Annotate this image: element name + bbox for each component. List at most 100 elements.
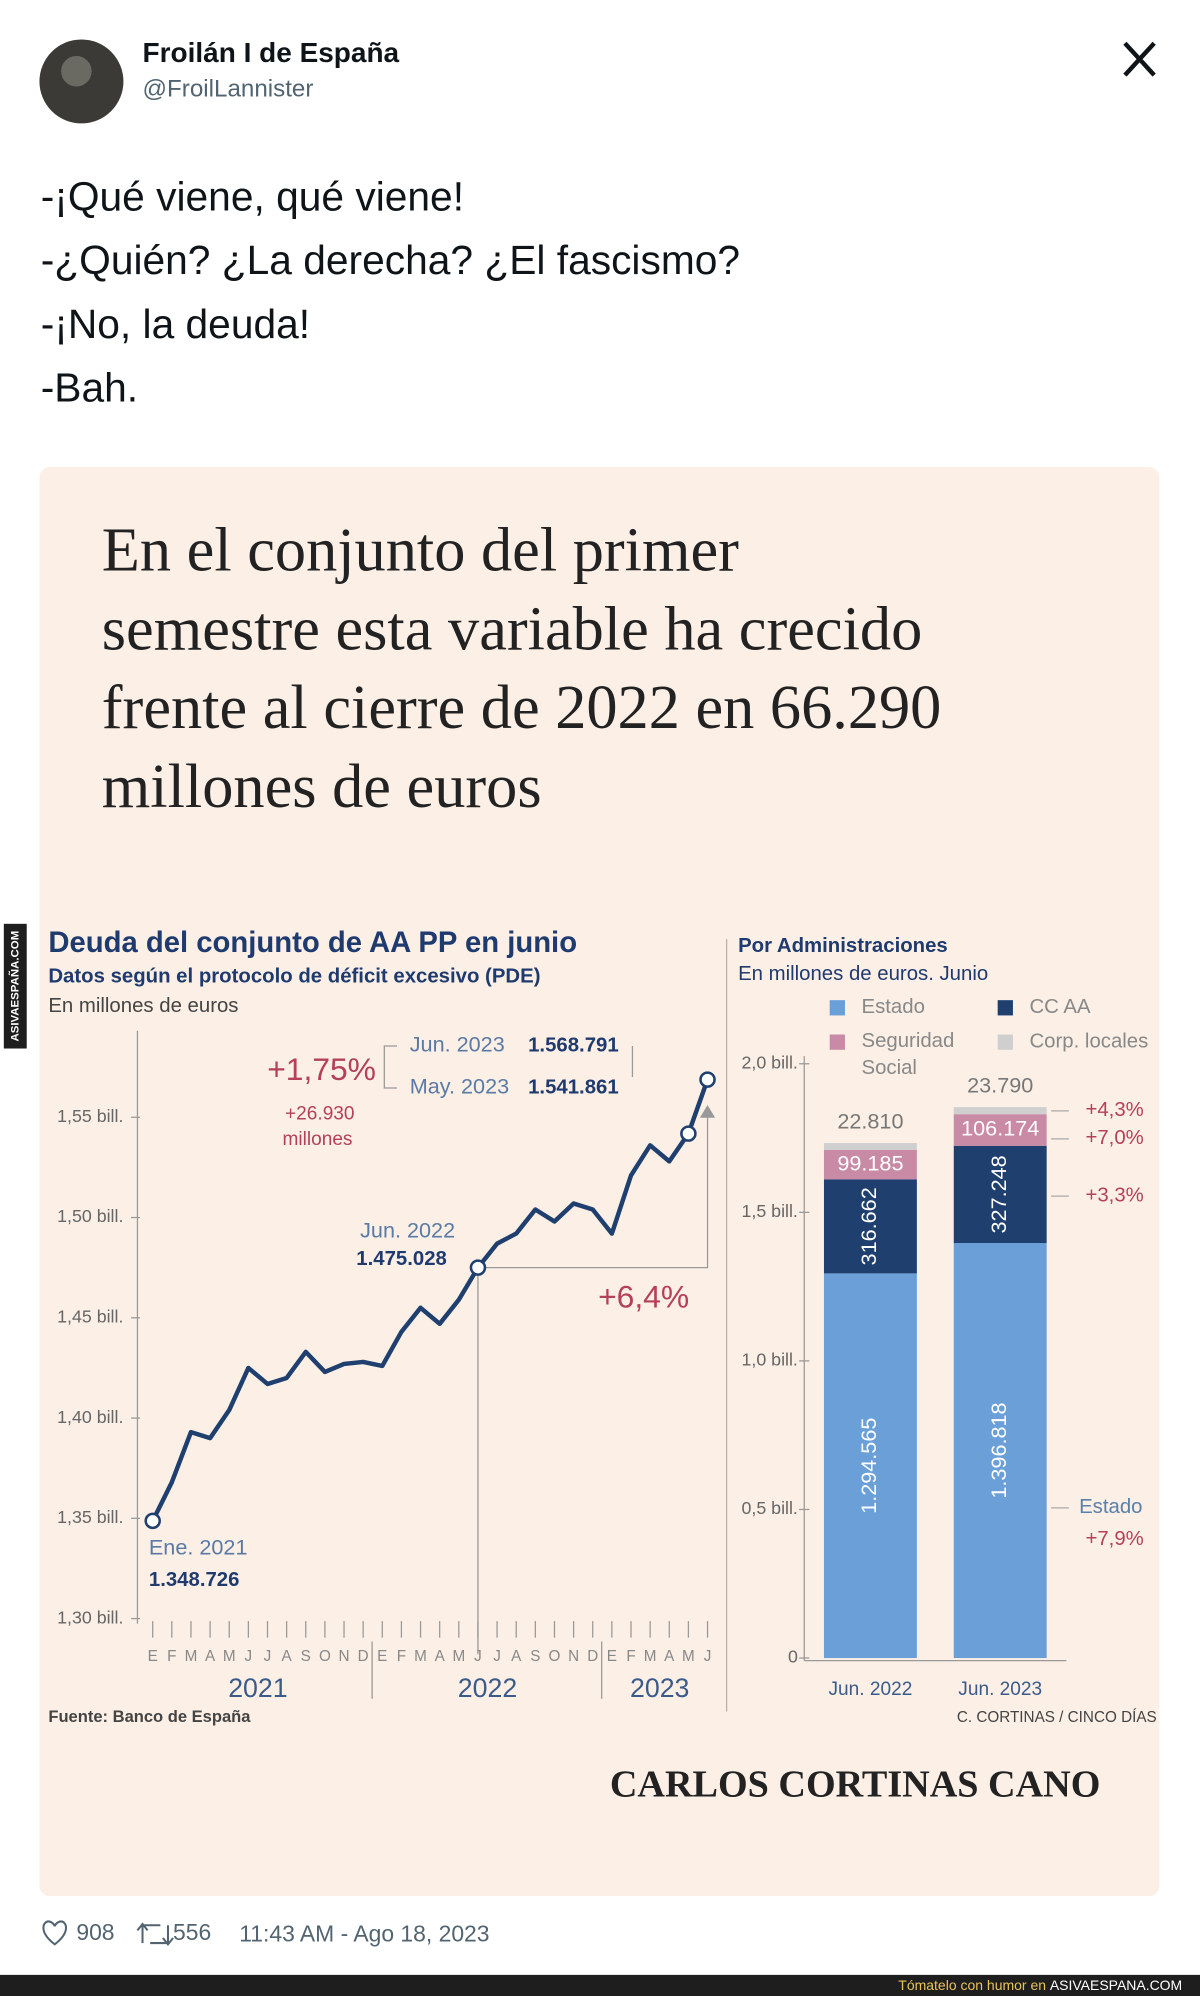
value-label: 106.174 <box>961 1116 1039 1141</box>
chart-units: En millones de euros <box>48 995 238 1017</box>
x-tick-label: F <box>167 1648 176 1665</box>
highlight-point <box>144 1512 161 1530</box>
x-tick-label: A <box>282 1648 293 1665</box>
byline: CARLOS CORTINAS CANO <box>610 1764 1101 1806</box>
x-tick-label: O <box>549 1648 561 1665</box>
legend-swatch <box>829 1000 845 1016</box>
x-tick-label: F <box>626 1648 635 1665</box>
timestamp[interactable]: 11:43 AM - Ago 18, 2023 <box>239 1920 489 1946</box>
value-label: 99.185 <box>837 1150 903 1175</box>
tweet-text-line: -¡No, la deuda! <box>41 301 310 347</box>
x-tick-label: D <box>587 1648 598 1665</box>
value-label: 1.541.861 <box>528 1076 619 1098</box>
author-name[interactable]: Froilán I de España <box>143 37 400 68</box>
annotation: +7,0% <box>1085 1127 1143 1149</box>
highlight-point <box>699 1071 716 1088</box>
like-count[interactable]: 908 <box>76 1919 114 1945</box>
bar-segment <box>953 1145 1047 1244</box>
watermark-tagline: Tómatelo con humor en <box>898 1977 1046 1993</box>
value-label: 316.662 <box>856 1187 881 1265</box>
x-tick-label: A <box>435 1648 446 1665</box>
chart-title: Por Administraciones <box>738 935 948 957</box>
x-tick-label: E <box>377 1648 387 1665</box>
value-label: 1.348.726 <box>149 1569 240 1591</box>
image-headline-line: semestre esta variable ha crecido <box>102 594 922 663</box>
y-tick-label: 1,30 bill. <box>57 1607 123 1627</box>
retweet-icon[interactable] <box>136 1922 174 1946</box>
value-label: 1.475.028 <box>356 1248 447 1270</box>
x-tick-label: M <box>414 1648 427 1665</box>
chart-title: Deuda del conjunto de AA PP en junio <box>48 927 577 959</box>
legend-swatch <box>997 1034 1013 1050</box>
legend-label: Estado <box>862 996 925 1018</box>
x-tick-label: N <box>339 1648 350 1665</box>
x-tick-label: J <box>493 1648 501 1665</box>
x-tick-label: M <box>185 1648 198 1665</box>
chart-subtitle: En millones de euros. Junio <box>738 963 988 985</box>
bar-segment <box>953 1114 1047 1146</box>
legend-label: Seguridad Social <box>862 1031 960 1080</box>
image-headline-line: millones de euros <box>102 752 542 821</box>
x-tick-label: J <box>474 1648 482 1665</box>
bar-segment <box>823 1179 917 1274</box>
highlight-point <box>469 1259 487 1276</box>
y-tick-label: 0,5 bill. <box>741 1498 797 1518</box>
x-tick-label: M <box>644 1648 657 1665</box>
annotation: Estado <box>1079 1496 1142 1518</box>
author-handle[interactable]: @FroilLannister <box>143 76 314 103</box>
tweet-text-line: -¿Quién? ¿La derecha? ¿El fascismo? <box>41 237 740 283</box>
value-label: 327.248 <box>986 1155 1011 1233</box>
side-watermark: ASIVAESPAÑA.COM <box>8 931 21 1042</box>
x-tick-label: Jun. 2022 <box>829 1679 913 1700</box>
x-tick-label: F <box>397 1648 406 1665</box>
x-tick-label: M <box>682 1648 695 1665</box>
value-label: 1.396.818 <box>986 1402 1011 1498</box>
y-tick-label: 1,5 bill. <box>741 1201 797 1221</box>
x-tick-label: Jun. 2023 <box>958 1679 1042 1700</box>
value-label: 23.790 <box>967 1073 1033 1098</box>
annotation: millones <box>283 1129 353 1150</box>
legend-label: CC AA <box>1029 996 1091 1018</box>
x-tick-label: E <box>148 1648 158 1665</box>
y-tick-label: 1,50 bill. <box>57 1206 123 1226</box>
value-label: 1.294.565 <box>856 1418 881 1514</box>
side-watermark-box <box>3 923 27 1049</box>
y-tick-label: 1,45 bill. <box>57 1307 123 1327</box>
x-tick-label: A <box>664 1648 675 1665</box>
y-tick-label: 0 <box>788 1647 798 1667</box>
x-tick-label: N <box>568 1648 579 1665</box>
bar-segment <box>823 1273 917 1659</box>
retweet-count[interactable]: 556 <box>173 1919 211 1945</box>
guide-arrow <box>699 1105 716 1118</box>
y-tick-label: 1,0 bill. <box>741 1350 797 1370</box>
y-tick-label: 2,0 bill. <box>741 1052 797 1072</box>
x-tick-label: S <box>530 1648 540 1665</box>
x-tick-label: J <box>245 1648 253 1665</box>
tweet-text-line: -¡Qué viene, qué viene! <box>41 174 464 220</box>
watermark-site[interactable]: ASIVAESPANA.COM <box>1050 1977 1182 1993</box>
x-tick-label: M <box>452 1648 465 1665</box>
x-tick-label: E <box>607 1648 617 1665</box>
data-line <box>150 1078 710 1522</box>
chart-subtitle: Datos según el protocolo de déficit exce… <box>48 966 540 988</box>
bar-segment <box>823 1143 917 1150</box>
x-tick-label: J <box>704 1648 712 1665</box>
annotation: Jun. 2022 <box>360 1217 455 1242</box>
y-tick-label: 1,40 bill. <box>57 1407 123 1427</box>
legend-swatch <box>829 1034 845 1050</box>
x-tick-label: A <box>511 1648 522 1665</box>
x-logo[interactable] <box>1123 41 1156 77</box>
x-tick-label: D <box>358 1648 369 1665</box>
callout-bracket <box>383 1045 398 1089</box>
guide-box <box>477 1107 709 1269</box>
bar-segment <box>953 1107 1047 1115</box>
chart-source: Fuente: Banco de España <box>48 1707 251 1726</box>
like-icon[interactable] <box>42 1920 68 1946</box>
highlight-point <box>680 1125 697 1142</box>
annotation: +6,4% <box>598 1279 689 1315</box>
x-tick-label: J <box>264 1648 272 1665</box>
tweet-text-line: -Bah. <box>41 364 138 410</box>
legend-label: Corp. locales <box>1029 1031 1148 1053</box>
annotation: +7,9% <box>1085 1528 1143 1550</box>
